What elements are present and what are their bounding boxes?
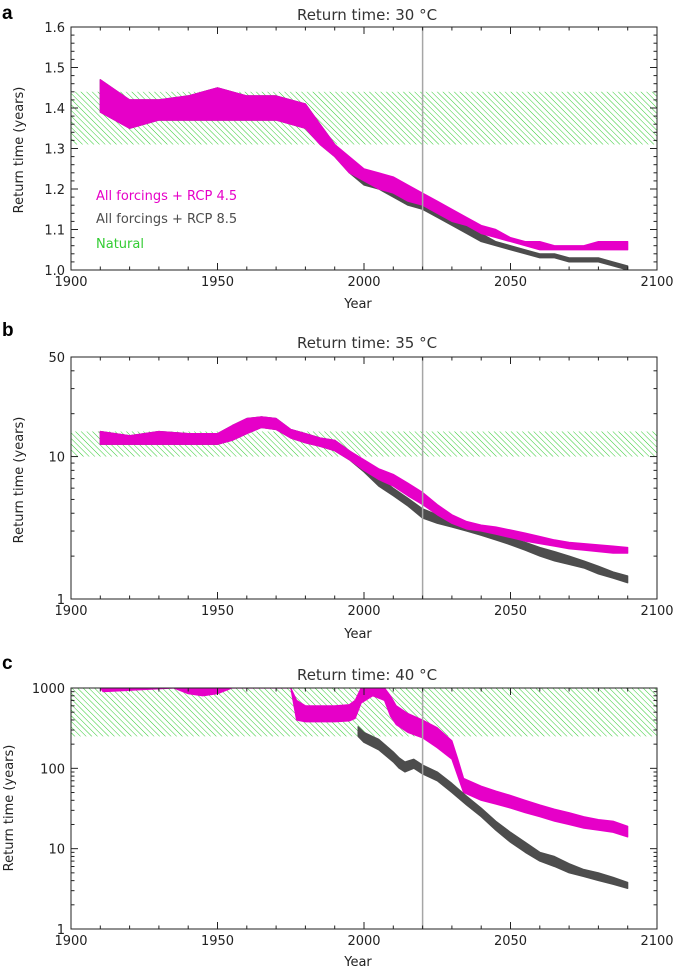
y-tick-label: 1.1 <box>44 224 65 239</box>
panel-c-title: Return time: 40 °C <box>297 666 437 684</box>
y-tick-label: 1.3 <box>44 143 65 158</box>
x-tick-label: 1950 <box>201 934 234 949</box>
series-band-rcp85 <box>357 726 629 889</box>
y-tick-label: 1.6 <box>44 21 65 36</box>
y-tick-label: 1.0 <box>44 264 65 279</box>
x-tick-label: 2100 <box>640 604 673 619</box>
legend-rcp45: All forcings + RCP 4.5 <box>96 189 237 204</box>
panel-letter-c: c <box>2 653 13 674</box>
y-tick-label: 10 <box>48 451 65 466</box>
y-tick-label: 1.5 <box>44 62 65 77</box>
x-tick-label: 1950 <box>201 275 234 290</box>
x-tick-label: 1900 <box>54 934 87 949</box>
y-tick-label: 100 <box>40 762 65 777</box>
x-tick-label: 1900 <box>54 275 87 290</box>
panel-a-ylabel: Return time (years) <box>12 87 27 214</box>
panel-c-plot-area: 1900 1950 2000 2050 2100 1 10 100 1000 <box>32 682 674 949</box>
y-tick-label: 1 <box>57 593 65 608</box>
x-tick-label: 2000 <box>347 934 380 949</box>
x-tick-label: 2100 <box>640 934 673 949</box>
panel-a-legend: All forcings + RCP 4.5 All forcings + RC… <box>96 189 237 252</box>
panel-c-xlabel: Year <box>343 955 372 970</box>
x-tick-label: 2050 <box>494 275 527 290</box>
y-tick-label: 1.2 <box>44 183 65 198</box>
y-tick-label: 1000 <box>32 682 65 697</box>
x-tick-label: 2000 <box>347 604 380 619</box>
legend-rcp85: All forcings + RCP 8.5 <box>96 212 237 227</box>
panel-a-plot-area: 1900 1950 2000 2050 2100 1.0 1.1 1.2 1.3 1.4 1.5 1.… <box>44 21 673 290</box>
panel-b-xlabel: Year <box>343 627 372 642</box>
panel-c: c Return time: 40 °C 1900 1950 2000 2050 210… <box>2 653 674 970</box>
panel-b-title: Return time: 35 °C <box>297 334 437 352</box>
y-tick-label: 50 <box>48 351 65 366</box>
x-tick-label: 1900 <box>54 604 87 619</box>
legend-natural: Natural <box>96 237 144 252</box>
panel-b: b Return time: 35 °C 1900 1950 2000 2050 210… <box>2 320 674 642</box>
panel-c-ylabel: Return time (years) <box>2 745 17 872</box>
x-tick-label: 2100 <box>640 275 673 290</box>
series-band-rcp45 <box>99 416 629 554</box>
panel-a-xlabel: Year <box>343 297 372 312</box>
x-tick-label: 2050 <box>494 604 527 619</box>
y-tick-label: 1.4 <box>44 102 65 117</box>
x-tick-label: 2000 <box>347 275 380 290</box>
y-tick-label: 1 <box>57 923 65 938</box>
panel-b-plot-area: 1900 1950 2000 2050 2100 1 10 50 <box>48 351 673 619</box>
panel-b-ylabel: Return time (years) <box>12 417 27 544</box>
series-band-rcp45 <box>99 688 629 838</box>
series-band-rcp45 <box>99 79 629 251</box>
x-tick-label: 2050 <box>494 934 527 949</box>
panel-a: a Return time: 30 °C 1900 1950 2000 2050 210… <box>2 3 674 312</box>
x-tick-label: 1950 <box>201 604 234 619</box>
y-tick-label: 10 <box>48 843 65 858</box>
panel-letter-a: a <box>2 3 13 24</box>
panel-a-title: Return time: 30 °C <box>297 6 437 24</box>
panel-letter-b: b <box>2 320 14 341</box>
plot-frame <box>70 26 658 271</box>
